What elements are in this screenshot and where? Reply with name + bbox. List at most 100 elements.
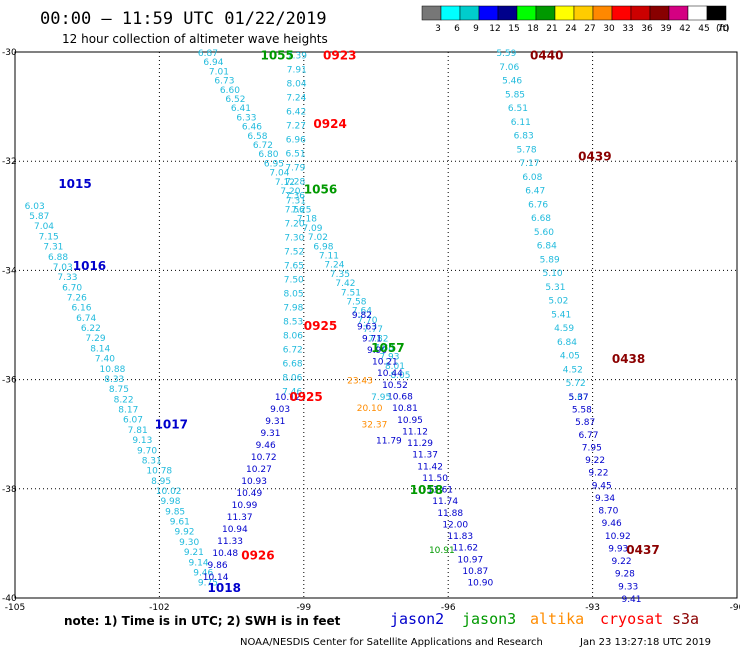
track-value-label: 7.20 <box>285 220 305 230</box>
track-value-label: 4.05 <box>560 352 580 362</box>
track-value-label: 9.31 <box>265 417 285 427</box>
track-value-label: 7.24 <box>286 94 306 104</box>
track-value-label: 6.22 <box>81 324 101 334</box>
track-value-label: 7.64 <box>352 307 372 317</box>
track-value-label: 6.58 <box>247 132 267 142</box>
track-value-label: 10.97 <box>457 555 483 565</box>
y-tick-label: -38 <box>2 485 17 495</box>
colorbar-legend: 3 6 9 12 15 18 21 24 27 30 33 36 39 42 45 70(ft) <box>421 5 730 34</box>
track-value-label: 6.46 <box>242 123 262 133</box>
track-value-label: 7.88 <box>374 344 394 354</box>
time-stamp-label: 1018 <box>208 581 241 595</box>
time-stamp-label: 1055 <box>260 49 293 63</box>
track-value-label: 9.63 <box>357 323 377 333</box>
track-value-label: 8.33 <box>104 375 124 385</box>
time-stamp-label: 0925 <box>289 390 322 404</box>
track-value-label: 10.68 <box>387 393 413 403</box>
colorbar-label: 27 <box>584 24 595 34</box>
satellite-legend-item: s3a <box>672 610 699 628</box>
track-value-label: 11.33 <box>217 537 243 547</box>
track-value-label: 10.27 <box>246 465 272 475</box>
track-value-label: 4.52 <box>563 365 583 375</box>
track-value-label: 9.22 <box>588 469 608 479</box>
track-value-label: 9.93 <box>608 544 628 554</box>
track-value-label: 9.85 <box>165 507 185 517</box>
track-value-label: 9.86 <box>208 561 228 571</box>
track-value-label: 11.37 <box>227 513 253 523</box>
track-value-label: 7.98 <box>283 304 303 314</box>
colorbar-label: 70 <box>717 24 729 34</box>
track-value-label: 6.87 <box>198 49 218 59</box>
track-value-label: 10.78 <box>146 467 172 477</box>
track-value-label: 11.61 <box>427 486 453 496</box>
track-value-label: 7.82 <box>368 334 388 344</box>
track-value-label: 7.09 <box>302 224 322 234</box>
x-tick-label: -96 <box>441 603 456 613</box>
track-value-label: 8.75 <box>109 385 129 395</box>
track-value-label: 6.98 <box>313 242 333 252</box>
track-value-label: 6.51 <box>508 104 528 114</box>
track-value-label: 6.84 <box>537 242 557 252</box>
track-value-label: 5.02 <box>548 297 568 307</box>
track-value-label: 7.27 <box>286 122 306 132</box>
colorbar-unit: (ft) <box>716 24 730 34</box>
colorbar-label: 12 <box>489 24 500 34</box>
track-value-label: 9.46 <box>193 568 213 578</box>
time-stamp-label: 0926 <box>241 548 274 562</box>
colorbar-swatch <box>668 5 689 21</box>
track-value-label: 10.02 <box>156 487 182 497</box>
track-value-label: 7.04 <box>34 222 54 232</box>
colorbar-swatch <box>706 5 727 21</box>
track-value-label: 5.37 <box>569 393 589 403</box>
track-value-label: 6.41 <box>231 104 251 114</box>
track-value-label: 5.10 <box>543 269 563 279</box>
track-value-label: 7.79 <box>285 164 305 174</box>
track-value-label: 11.79 <box>376 437 402 447</box>
satellite-legend-item: jason2 <box>390 610 444 628</box>
track-value-label: 9.33 <box>618 582 638 592</box>
track-value-label: 5.41 <box>551 310 571 320</box>
track-value-label: 8.04 <box>287 80 307 90</box>
track-value-label: 7.15 <box>39 232 59 242</box>
track-value-label: 8.14 <box>90 344 110 354</box>
y-tick-label: -32 <box>2 157 17 167</box>
track-value-label: 6.84 <box>557 338 577 348</box>
track-value-label: 8.22 <box>114 395 134 405</box>
track-value-label: 6.42 <box>286 108 306 118</box>
track-value-label: 7.51 <box>341 288 361 298</box>
track-value-label: 6.08 <box>522 173 542 183</box>
track-value-label: 8.01 <box>385 362 405 372</box>
track-value-label: 9.30 <box>179 538 199 548</box>
track-value-label: 7.31 <box>286 196 306 206</box>
track-value-label: 9.22 <box>612 557 632 567</box>
track-value-label: 11.12 <box>402 427 428 437</box>
colorbar-swatch <box>497 5 518 21</box>
track-value-label: 5.58 <box>572 406 592 416</box>
time-stamp-label: 1058 <box>410 483 443 497</box>
track-value-label: 5.31 <box>545 283 565 293</box>
track-value-label: 9.28 <box>615 570 635 580</box>
colorbar-label: 42 <box>679 24 690 34</box>
time-stamp-label: 0925 <box>304 319 337 333</box>
colorbar-label: 3 <box>435 24 441 34</box>
colorbar-swatch <box>516 5 537 21</box>
track-value-label: 23.43 <box>347 377 373 387</box>
x-tick-label: -105 <box>5 603 25 613</box>
track-value-label: 7.91 <box>287 66 307 76</box>
track-value-label: 10.21 <box>372 358 398 368</box>
track-value-label: 6.52 <box>225 95 245 105</box>
track-value-label: 8.06 <box>282 374 302 384</box>
colorbar-label: 18 <box>527 24 539 34</box>
track-value-label: 9.61 <box>170 518 190 528</box>
colorbar-swatch <box>554 5 575 21</box>
track-value-label: 6.03 <box>25 202 45 212</box>
track-value-label: 5.72 <box>566 379 586 389</box>
track-value-label: 6.76 <box>528 200 548 210</box>
track-value-label: 7.24 <box>324 261 344 271</box>
track-value-label: 8.31 <box>142 456 162 466</box>
track-value-label: 11.62 <box>452 544 478 554</box>
track-value-label: 7.25 <box>291 205 311 215</box>
track-value-label: 7.26 <box>67 294 87 304</box>
x-tick-label: -99 <box>296 603 311 613</box>
track-value-label: 7.40 <box>95 355 115 365</box>
